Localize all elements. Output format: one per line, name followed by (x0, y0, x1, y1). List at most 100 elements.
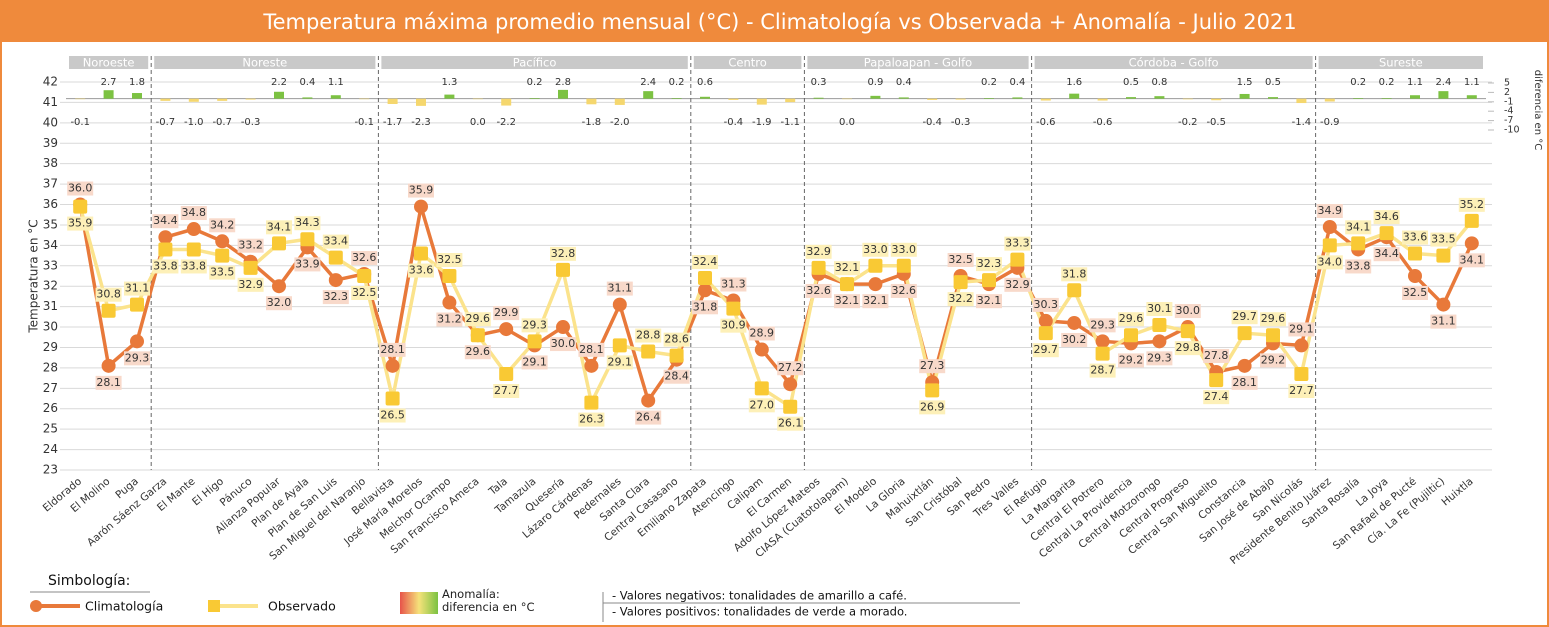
point (385, 358, 400, 373)
label-bg (209, 265, 236, 280)
point (158, 230, 173, 245)
y-tick-label: 28 (43, 360, 58, 374)
data-label: 33.4 (324, 235, 349, 248)
anomaly-label: 0.0 (470, 117, 486, 128)
data-label: 27.0 (750, 398, 775, 411)
anomaly-bar (245, 98, 256, 100)
legend-title: Simbología: (48, 573, 130, 589)
anomaly-label: 0.2 (981, 77, 997, 88)
data-label: 34.1 (1460, 253, 1485, 266)
label-bg (720, 277, 747, 292)
data-label: 29.2 (1119, 353, 1144, 366)
point (641, 344, 656, 359)
anomaly-bar (813, 97, 824, 99)
data-label: 34.0 (1318, 255, 1343, 268)
point (1237, 358, 1252, 373)
point (584, 395, 599, 410)
label-bg (976, 294, 1002, 309)
data-label: 34.1 (267, 220, 292, 233)
legend-marker (30, 600, 42, 612)
label-bg (550, 246, 576, 261)
label-bg (493, 384, 520, 399)
point (1010, 252, 1025, 267)
data-label: 29.6 (466, 345, 491, 358)
label-bg (1089, 363, 1116, 378)
data-label: 33.0 (863, 243, 888, 256)
point (1351, 236, 1366, 251)
data-label: 32.6 (806, 284, 831, 297)
data-label: 34.1 (1346, 220, 1371, 233)
anomaly-bar (1097, 98, 1108, 101)
group-header (1034, 56, 1313, 69)
data-label: 35.2 (1460, 198, 1485, 211)
data-label: 33.3 (1005, 237, 1030, 250)
anomaly-label: -0.1 (354, 117, 374, 128)
point (499, 322, 514, 337)
anomaly-bar (387, 98, 398, 104)
label-bg (578, 412, 605, 427)
anomaly-label: -1.1 (780, 117, 800, 128)
label-bg (351, 286, 378, 300)
point (726, 301, 741, 316)
anomaly-label: -2.3 (411, 117, 431, 128)
group-header (693, 56, 802, 69)
label-bg (1146, 302, 1173, 317)
data-label: 29.6 (466, 312, 491, 325)
label-bg (1316, 255, 1343, 270)
data-label: 28.8 (636, 329, 661, 342)
data-label: 34.3 (295, 216, 320, 229)
anomaly-bar (700, 96, 710, 99)
data-label: 31.3 (721, 278, 746, 291)
label-bg (209, 218, 236, 233)
label-bg (692, 300, 718, 315)
label-bg (322, 290, 349, 305)
y-tick-label: 23 (43, 463, 58, 477)
label-bg (748, 326, 775, 341)
anomaly-swatch (400, 592, 438, 614)
group-header (154, 56, 376, 69)
point (272, 236, 286, 251)
data-label: 32.4 (693, 255, 718, 268)
anomaly-bar (1239, 93, 1250, 99)
label-bg (606, 355, 633, 370)
point (414, 246, 428, 261)
point (1436, 248, 1451, 263)
point (783, 399, 798, 414)
anomaly-label: 1.1 (328, 77, 344, 88)
point (612, 338, 627, 353)
data-label: 28.9 (750, 327, 775, 340)
label-bg (67, 216, 94, 231)
anomaly-label: -0.5 (1206, 117, 1226, 128)
label-bg (464, 345, 491, 360)
label-bg (890, 242, 917, 257)
anomaly-label: -0.6 (1036, 117, 1056, 128)
label-bg (919, 359, 946, 374)
anomaly-bar (330, 95, 341, 99)
data-label: 32.5 (1403, 286, 1428, 299)
data-label: 34.2 (210, 218, 235, 231)
label-bg (777, 361, 804, 376)
anomaly-bar (1438, 91, 1449, 99)
group-label: Noreste (242, 56, 287, 70)
data-label: 35.9 (409, 184, 434, 197)
y-tick-label: 39 (43, 136, 58, 150)
data-label: 29.9 (494, 306, 519, 319)
anomaly-bar (103, 90, 114, 99)
label-bg (521, 318, 548, 333)
label-bg (322, 234, 349, 249)
anomaly-bar (132, 93, 142, 99)
data-label: 34.9 (1318, 204, 1343, 217)
anomaly-label: 0.5 (1265, 77, 1281, 88)
anomaly-bar (1410, 95, 1420, 99)
point (1038, 326, 1053, 341)
anomaly-bar (416, 98, 426, 106)
data-label: 26.4 (636, 411, 661, 424)
data-label: 28.4 (664, 370, 689, 383)
y-tick-label: 31 (43, 299, 58, 313)
y-tick-label: 42 (43, 75, 58, 89)
point (1067, 283, 1082, 298)
point (868, 277, 883, 292)
label-bg (237, 277, 264, 292)
